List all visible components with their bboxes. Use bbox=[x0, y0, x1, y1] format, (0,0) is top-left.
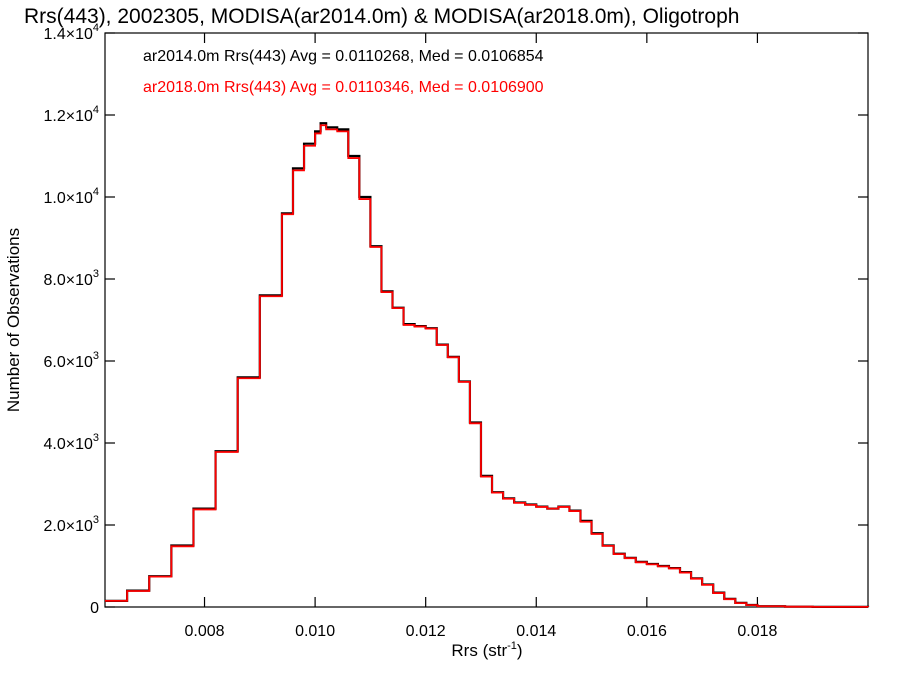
x-axis-title-sup: -1 bbox=[507, 640, 517, 652]
x-axis: 0.008 0.010 0.012 0.014 0.016 0.018 bbox=[184, 33, 778, 640]
x-tick-label: 0.008 bbox=[184, 623, 224, 640]
y-tick-label: 4.0×103 bbox=[43, 432, 99, 453]
y-tick-exponent: 3 bbox=[93, 514, 99, 526]
series-line-ar2018.0m bbox=[105, 124, 869, 608]
y-tick-exponent: 4 bbox=[93, 186, 99, 198]
y-tick-label: 1.2×104 bbox=[43, 104, 99, 125]
x-tick-label: 0.018 bbox=[737, 623, 777, 640]
y-tick-label: 0 bbox=[90, 600, 99, 617]
x-axis-title-main: Rrs (str bbox=[451, 641, 507, 660]
y-tick-label: 2.0×103 bbox=[43, 514, 99, 535]
chart-title: Rrs(443), 2002305, MODISA(ar2014.0m) & M… bbox=[24, 5, 739, 28]
legend-entry-1: ar2018.0m Rrs(443) Avg = 0.0110346, Med … bbox=[143, 79, 544, 96]
y-tick-label: 8.0×103 bbox=[43, 268, 99, 289]
y-axis: 02.0×1034.0×1036.0×1038.0×1031.0×1041.2×… bbox=[43, 22, 868, 617]
x-tick-label: 0.012 bbox=[406, 623, 446, 640]
y-tick-mantissa: 1.4×10 bbox=[43, 26, 92, 43]
y-tick-label: 1.4×104 bbox=[43, 22, 99, 43]
y-tick-mantissa: 2.0×10 bbox=[43, 518, 92, 535]
y-tick-mantissa: 1.0×10 bbox=[43, 190, 92, 207]
y-tick-mantissa: 4.0×10 bbox=[43, 436, 92, 453]
x-tick-label: 0.016 bbox=[627, 623, 667, 640]
series-line-ar2014.0m bbox=[105, 122, 870, 608]
y-tick-exponent: 4 bbox=[93, 104, 99, 116]
y-tick-mantissa: 6.0×10 bbox=[43, 354, 92, 371]
plot-area bbox=[105, 122, 870, 608]
legend-entry-0: ar2014.0m Rrs(443) Avg = 0.0110268, Med … bbox=[143, 48, 544, 65]
y-tick-label: 1.0×104 bbox=[43, 186, 99, 207]
y-tick-mantissa: 0 bbox=[90, 600, 99, 617]
y-tick-exponent: 4 bbox=[93, 22, 99, 34]
x-tick-label: 0.014 bbox=[516, 623, 556, 640]
x-axis-title-end: ) bbox=[517, 641, 523, 660]
x-axis-title: Rrs (str-1) bbox=[451, 640, 522, 660]
y-tick-exponent: 3 bbox=[93, 268, 99, 280]
y-tick-label: 6.0×103 bbox=[43, 350, 99, 371]
y-axis-title: Number of Observations bbox=[4, 228, 23, 412]
x-tick-label: 0.010 bbox=[295, 623, 335, 640]
y-tick-mantissa: 8.0×10 bbox=[43, 272, 92, 289]
y-tick-exponent: 3 bbox=[93, 432, 99, 444]
plot-frame bbox=[104, 32, 869, 608]
y-tick-mantissa: 1.2×10 bbox=[43, 108, 92, 125]
y-tick-exponent: 3 bbox=[93, 350, 99, 362]
